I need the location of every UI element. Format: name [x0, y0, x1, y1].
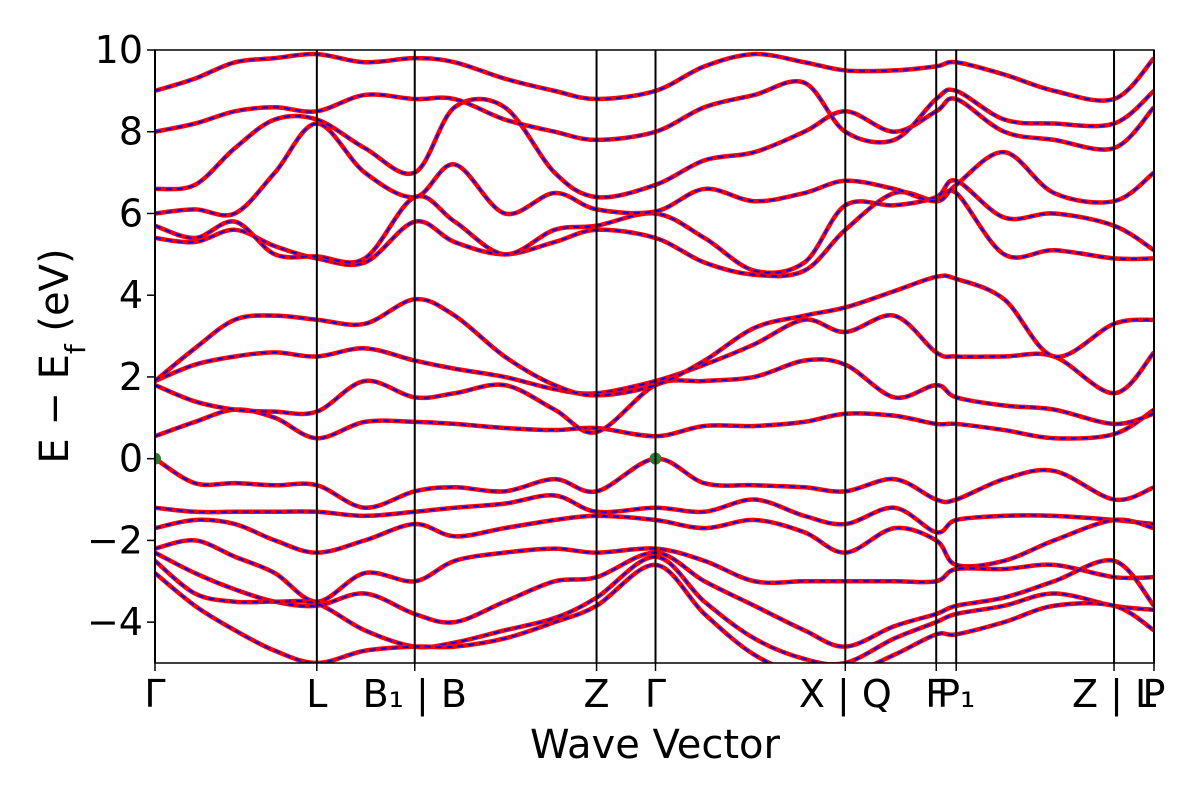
- x-tick-label: B₁ | B: [363, 672, 467, 717]
- plot-area: [155, 51, 1154, 663]
- y-tick-label: 2: [119, 355, 143, 399]
- band-line-overlay: [155, 80, 1154, 144]
- y-tick-label: 4: [119, 273, 143, 317]
- band-line-overlay: [155, 555, 1154, 663]
- x-tick-label: Z | L: [1072, 672, 1156, 717]
- band-line-overlay: [155, 358, 1154, 434]
- y-axis-label: E − Ef (eV): [32, 248, 92, 463]
- band-line-overlay: [155, 97, 1154, 199]
- y-tick-label: 10: [95, 28, 143, 72]
- band-line-overlay: [155, 53, 1154, 102]
- y-tick-label: −4: [87, 600, 143, 644]
- x-tick-label: Γ: [144, 672, 165, 716]
- y-tick-label: 0: [119, 437, 143, 481]
- band-line-overlay: [155, 408, 1154, 440]
- x-tick-label: L: [306, 672, 327, 716]
- x-tick-label: F: [925, 672, 947, 716]
- y-label-unit: (eV): [32, 248, 78, 344]
- y-label-sub: f: [59, 343, 92, 354]
- band-line-overlay: [155, 122, 1154, 217]
- y-tick-label: 8: [119, 110, 143, 154]
- band-line-overlay: [155, 494, 1154, 534]
- x-tick-label: Γ: [645, 672, 666, 716]
- band-line-overlay: [155, 314, 1154, 395]
- x-axis-label: Wave Vector: [530, 722, 781, 768]
- y-tick-label: −2: [87, 518, 143, 562]
- x-tick-label: X | Q: [799, 672, 892, 717]
- x-tick-label: Z: [584, 672, 610, 716]
- marker: [155, 452, 161, 465]
- y-tick-label: 6: [119, 191, 143, 235]
- band-line-overlay: [155, 563, 1154, 663]
- x-tick-label: P₁: [937, 672, 975, 716]
- y-label-main: E − E: [32, 354, 78, 464]
- band-line-overlay: [155, 539, 1154, 603]
- band-line-overlay: [155, 179, 1154, 274]
- x-tick-label: P: [1143, 672, 1166, 716]
